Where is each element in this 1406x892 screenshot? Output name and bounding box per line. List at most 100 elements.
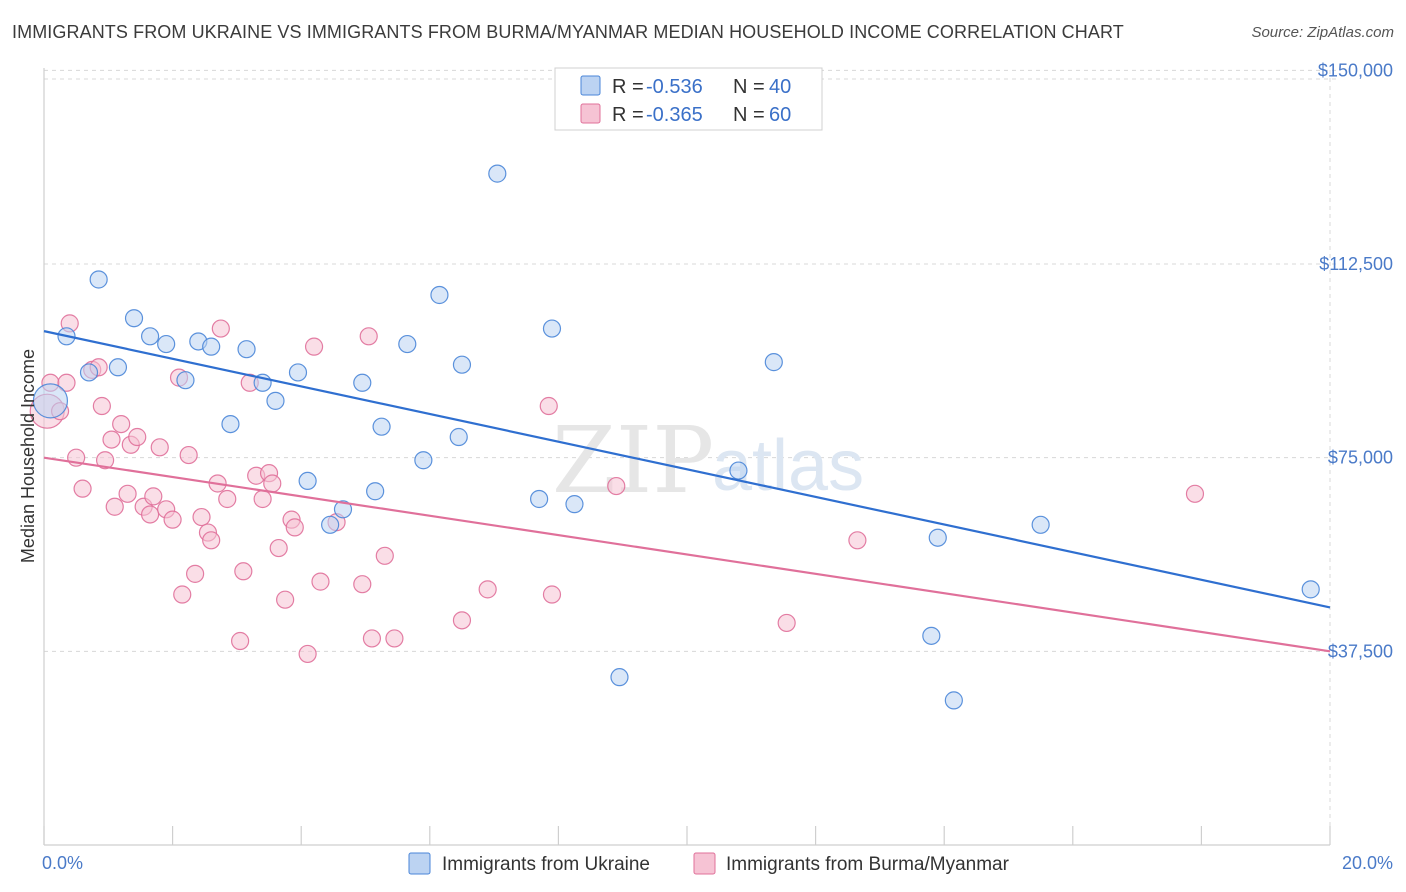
y-tick-label: $112,500 [1319, 254, 1393, 274]
legend-burma-r-label: R = [612, 104, 644, 126]
point-burma [150, 438, 169, 457]
point-ukraine [321, 515, 340, 534]
x-tick-label-max: 20.0% [1342, 853, 1393, 873]
point-burma [375, 546, 394, 565]
point-ukraine [414, 451, 433, 470]
point-burma [57, 373, 76, 392]
point-burma [452, 611, 472, 630]
point-ukraine [922, 626, 941, 645]
x-tick-label-min: 0.0% [42, 853, 83, 873]
y-tick-label: $37,500 [1328, 641, 1393, 661]
point-burma [192, 507, 211, 527]
point-ukraine [565, 495, 584, 514]
legend-ukraine-n-value: 40 [769, 76, 791, 98]
bottom-legend-burma: Immigrants from Burma/Myanmar [726, 854, 1010, 875]
trend-line-ukraine [43, 330, 1331, 609]
point-burma [359, 327, 378, 346]
legend-burma-n-value: 60 [769, 104, 791, 126]
point-ukraine [333, 500, 353, 519]
legend-ukraine-n-label: N = [733, 76, 765, 98]
point-burma [231, 631, 250, 651]
point-burma [285, 518, 304, 537]
point-burma [118, 484, 137, 503]
point-ukraine [449, 427, 468, 447]
bottom-legend-swatch-ukraine [408, 852, 431, 875]
point-ukraine [610, 668, 629, 687]
point-ukraine [353, 373, 372, 392]
legend-swatch-ukraine [580, 75, 601, 96]
point-ukraine [140, 327, 160, 346]
point-ukraine [108, 358, 128, 377]
point-ukraine [79, 363, 99, 382]
point-ukraine [89, 270, 108, 289]
point-burma [607, 476, 626, 496]
point-burma [362, 629, 382, 648]
point-burma [276, 590, 295, 609]
point-burma [542, 585, 562, 604]
point-burma [1185, 484, 1205, 503]
point-burma [385, 629, 404, 648]
series-burma-points [29, 314, 1205, 664]
watermark-zip: ZIP [552, 407, 714, 514]
point-burma [218, 489, 237, 509]
point-burma [173, 585, 192, 604]
source-label: Source: ZipAtlas.com [1251, 24, 1394, 41]
point-burma [163, 510, 182, 529]
trend-line-burma [43, 456, 1331, 653]
point-burma [92, 396, 111, 416]
bottom-legend: Immigrants from Ukraine Immigrants from … [408, 852, 1010, 875]
point-burma [304, 337, 324, 356]
point-burma [478, 580, 497, 599]
point-ukraine [530, 489, 549, 509]
legend-burma-r-value: -0.365 [646, 104, 703, 126]
point-ukraine [488, 164, 507, 183]
point-ukraine [452, 355, 472, 374]
point-burma [353, 575, 372, 594]
point-ukraine [729, 461, 748, 480]
point-burma [186, 564, 205, 583]
point-burma [311, 572, 330, 591]
point-burma [211, 319, 230, 338]
y-axis-label: Median Household Income [18, 349, 38, 563]
point-burma [253, 489, 272, 509]
point-ukraine [32, 383, 69, 419]
point-burma [73, 479, 92, 498]
point-burma [95, 451, 115, 470]
point-burma [102, 430, 121, 449]
y-tick-label: $75,000 [1328, 448, 1393, 468]
point-burma [144, 487, 163, 506]
watermark: ZIP atlas [552, 407, 864, 514]
point-ukraine [237, 340, 256, 359]
legend-burma-n-label: N = [733, 104, 765, 126]
point-burma [140, 505, 160, 524]
point-ukraine [221, 414, 240, 434]
bottom-legend-ukraine: Immigrants from Ukraine [442, 854, 650, 875]
point-ukraine [266, 391, 285, 410]
point-burma [234, 562, 253, 581]
point-ukraine [288, 363, 308, 382]
point-ukraine [176, 371, 195, 390]
legend-swatch-burma [580, 103, 601, 124]
axes [43, 68, 1331, 846]
point-ukraine [124, 309, 144, 328]
legend-ukraine-r-label: R = [612, 76, 644, 98]
trend-lines [43, 330, 1331, 653]
point-ukraine [430, 285, 449, 305]
point-ukraine [764, 353, 783, 372]
chart-title: IMMIGRANTS FROM UKRAINE VS IMMIGRANTS FR… [12, 22, 1124, 42]
point-burma [539, 396, 558, 416]
point-ukraine [372, 417, 391, 436]
y-tick-labels: $37,500 $75,000 $112,500 $150,000 [1318, 60, 1393, 661]
point-burma [179, 445, 198, 465]
point-ukraine [298, 471, 317, 491]
point-burma [202, 531, 221, 550]
point-burma [269, 538, 288, 558]
point-ukraine [928, 528, 947, 547]
point-ukraine [1031, 515, 1050, 534]
point-ukraine [542, 319, 562, 338]
point-ukraine [398, 334, 417, 354]
point-burma [848, 531, 867, 550]
grid-lines [44, 69, 1338, 845]
point-ukraine [1301, 580, 1320, 599]
